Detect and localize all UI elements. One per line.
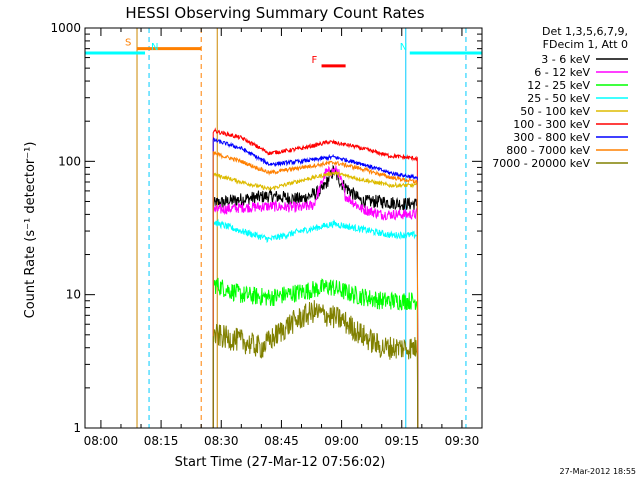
flag-label: N	[151, 42, 158, 53]
legend-label: 800 - 7000 keV	[506, 144, 590, 157]
x-tick-label: 08:00	[84, 434, 119, 448]
chart-title: HESSI Observing Summary Count Rates	[125, 4, 424, 22]
flag-label: F	[312, 55, 318, 66]
y-tick-label: 10	[66, 288, 81, 302]
legend-label: 7000 - 20000 keV	[492, 157, 590, 170]
x-tick-label: 08:45	[264, 434, 299, 448]
plot-frame	[84, 27, 483, 429]
legend-label: 50 - 100 keV	[520, 105, 590, 118]
series-line	[212, 277, 419, 429]
x-axis-label: Start Time (27-Mar-12 07:56:02)	[175, 455, 386, 470]
flag-bars: S N N F	[85, 38, 482, 68]
series-line	[212, 300, 419, 429]
series-line	[212, 170, 419, 429]
footer-date: 27-Mar-2012 18:55	[560, 467, 637, 476]
legend-label: 300 - 800 keV	[513, 131, 590, 144]
time-markers	[136, 28, 467, 428]
series-group	[212, 127, 419, 429]
legend-label: 3 - 6 keV	[541, 53, 590, 66]
flag-label: N	[400, 42, 407, 53]
legend-label: 25 - 50 keV	[527, 92, 590, 105]
flag-label: S	[125, 38, 131, 49]
y-axis-label: Count Rate (s⁻¹ detector⁻¹)	[23, 142, 38, 319]
y-tick-label: 1000	[50, 21, 81, 35]
series-line	[212, 127, 419, 429]
axes: 08:00 08:15 08:30 08:45 09:00 09:15 09:30 1 10 10…	[50, 21, 483, 448]
legend: Det 1,3,5,6,7,9,FDecim 1, Att 0 3 - 6 keV…	[492, 25, 628, 170]
x-tick-label: 09:30	[445, 434, 480, 448]
legend-label: 6 - 12 keV	[534, 66, 590, 79]
series-line	[212, 218, 419, 429]
y-tick-label: 1	[73, 421, 81, 435]
series-line	[212, 165, 419, 429]
x-tick-label: 09:00	[324, 434, 359, 448]
legend-label: 100 - 300 keV	[513, 118, 590, 131]
series-line	[212, 151, 419, 429]
legend-header: FDecim 1, Att 0	[543, 38, 628, 51]
legend-header: Det 1,3,5,6,7,9,	[542, 25, 628, 38]
x-tick-label: 08:15	[144, 434, 179, 448]
x-tick-label: 08:30	[204, 434, 239, 448]
series-line	[212, 137, 419, 429]
y-tick-label: 100	[58, 154, 81, 168]
legend-label: 12 - 25 keV	[527, 79, 590, 92]
x-tick-label: 09:15	[384, 434, 419, 448]
